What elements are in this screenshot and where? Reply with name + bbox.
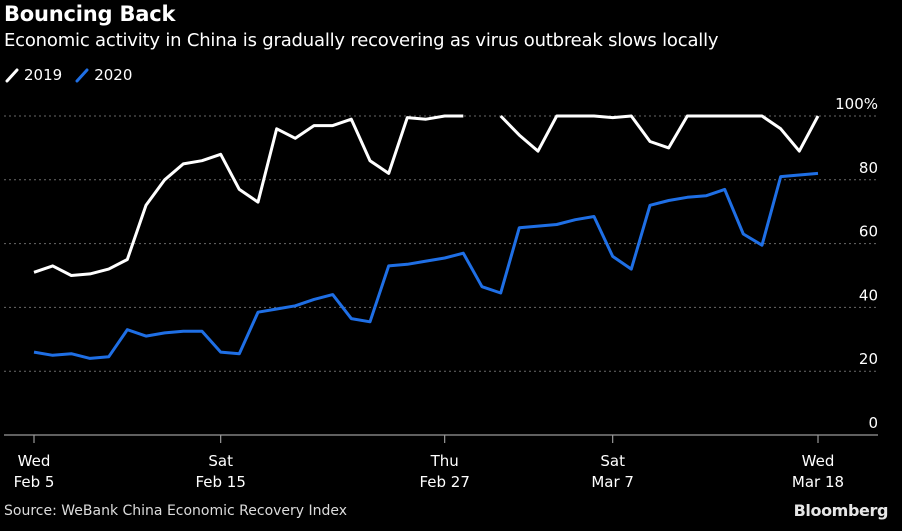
- x-tick-label: Mar 7: [591, 473, 634, 491]
- legend-swatch-2019: [5, 68, 19, 83]
- x-tick-label: Mar 18: [792, 473, 844, 491]
- y-tick-label: 60: [859, 223, 878, 241]
- bloomberg-logo: Bloomberg: [793, 501, 889, 520]
- legend: 2019 2020: [4, 66, 144, 84]
- legend-item-2019: 2019: [4, 66, 62, 84]
- x-tick-label: Sat: [208, 452, 233, 470]
- legend-label-2019: 2019: [24, 66, 63, 84]
- x-tick-label: Wed: [18, 452, 51, 470]
- y-tick-label: 20: [859, 350, 878, 368]
- series-line-2019-segment-0: [33, 114, 464, 277]
- x-tick-label: Thu: [430, 452, 459, 470]
- y-tick-label: 40: [859, 286, 878, 304]
- source-note: Source: WeBank China Economic Recovery I…: [4, 503, 348, 519]
- y-tick-label: 100%: [835, 95, 878, 113]
- series-line-2020: [33, 171, 819, 360]
- y-tick-label: 0: [868, 414, 878, 432]
- chart-title: Bouncing Back: [4, 2, 176, 26]
- series-line-2019-segment-1: [499, 114, 820, 153]
- x-tick-label: Wed: [802, 452, 835, 470]
- x-tick-label: Feb 5: [14, 473, 55, 491]
- x-tick-label: Sat: [600, 452, 625, 470]
- y-tick-label: 80: [859, 159, 878, 177]
- chart-subtitle: Economic activity in China is gradually …: [4, 30, 719, 51]
- x-tick-label: Feb 27: [419, 473, 469, 491]
- legend-item-2020: 2020: [74, 66, 132, 84]
- x-tick-label: Feb 15: [195, 473, 245, 491]
- legend-swatch-2020: [75, 68, 89, 83]
- legend-label-2020: 2020: [94, 66, 133, 84]
